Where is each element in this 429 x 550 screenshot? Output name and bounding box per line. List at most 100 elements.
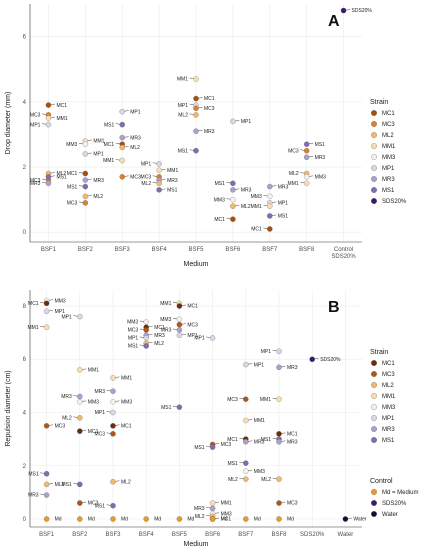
data-label: MC1 <box>28 301 39 307</box>
data-point-water <box>342 516 349 522</box>
legend-b-strain-item: MP1 <box>382 416 395 422</box>
data-label: ML2 <box>261 477 271 483</box>
data-label: ML2 <box>241 204 251 210</box>
legend-b-control-swatch <box>371 511 377 517</box>
data-point-mm3 <box>267 193 273 200</box>
data-label: MR3 <box>61 394 72 400</box>
legend-a-item: MC3 <box>382 122 395 128</box>
data-label: MC3 <box>88 501 99 507</box>
data-label: MP1 <box>93 152 104 158</box>
data-label: Md <box>55 517 62 523</box>
data-label: MC1 <box>56 103 67 109</box>
data-point-mm1 <box>110 375 116 381</box>
data-label: MC1 <box>187 304 198 310</box>
data-label: MP1 <box>278 201 289 207</box>
data-label: MM1 <box>27 325 38 331</box>
y-tick-label: 6 <box>23 35 27 41</box>
data-point-mr3 <box>82 177 89 183</box>
data-label: MS1 <box>128 344 139 350</box>
data-point-ml2 <box>193 112 199 118</box>
data-label: ML2 <box>178 113 188 119</box>
legend-b-strain-item: MS1 <box>382 438 395 444</box>
data-label: MS1 <box>95 503 106 509</box>
data-label: MM3 <box>88 400 99 406</box>
panel-b: 0 2 4 6 8 BSF1 BSF2 BSF3 BSF4 BSF5 BSF6 BSF7 BSF8 SDS… <box>5 290 419 548</box>
legend-b-strain-item: MC1 <box>382 361 395 367</box>
data-label: MM1 <box>288 181 299 187</box>
data-label: MC3 <box>67 201 78 207</box>
data-point-mr3 <box>209 505 216 512</box>
x-tick-label: BSF4 <box>139 532 155 538</box>
legend-a-item: MM1 <box>382 144 396 150</box>
data-point-md <box>209 516 216 522</box>
data-label: MC3 <box>287 501 298 507</box>
data-label: MP1 <box>95 410 106 416</box>
legend-a-item: MP1 <box>382 166 395 172</box>
data-label: MR3 <box>130 135 141 141</box>
data-label: MR3 <box>287 365 298 371</box>
data-point-mr3 <box>110 388 116 394</box>
data-point-mc3 <box>119 174 125 180</box>
x-tick-label: Control <box>334 247 353 253</box>
legend-b-strain-swatch <box>371 437 377 443</box>
data-label: MC3 <box>227 397 238 403</box>
data-label: MC3 <box>128 328 139 334</box>
data-point-mm1 <box>156 167 162 173</box>
data-point-mp1 <box>77 313 83 320</box>
data-label: MP1 <box>130 109 141 115</box>
legend-b-strain-swatch <box>371 393 377 399</box>
data-label: MM1 <box>221 501 232 507</box>
x-tick-label: BSF1 <box>41 247 57 253</box>
data-label: MM1 <box>121 376 132 382</box>
data-point-mc3 <box>110 431 116 437</box>
data-point-mp1 <box>119 108 125 115</box>
data-point-ml2 <box>243 476 249 482</box>
data-point-mm3 <box>82 141 89 147</box>
data-label: ML2 <box>195 514 205 520</box>
data-point-mp1 <box>45 121 52 128</box>
data-label: MR3 <box>93 178 104 184</box>
data-label: MR3 <box>287 439 298 445</box>
data-label: MS1 <box>315 142 326 148</box>
data-label: Water <box>353 517 366 523</box>
data-point-mp1 <box>243 361 249 368</box>
data-label: MR3 <box>241 188 252 194</box>
data-label: MM1 <box>177 77 188 83</box>
data-label: Md <box>221 517 228 523</box>
data-label: MC1 <box>104 142 115 148</box>
data-label: MM3 <box>251 194 262 200</box>
data-point-mc3 <box>276 500 282 506</box>
legend-a-swatch <box>371 176 377 182</box>
data-point-ms1 <box>45 174 52 180</box>
data-point-md <box>276 516 282 522</box>
data-point-ms1 <box>303 141 310 147</box>
data-point-mc1 <box>276 431 282 437</box>
plot-area <box>30 290 362 527</box>
data-point-sds20pct <box>340 7 347 14</box>
data-point-mc1 <box>82 170 89 177</box>
data-label: MR3 <box>30 181 41 187</box>
data-label: MS1 <box>178 148 189 154</box>
legend-a-item: ML2 <box>382 133 394 139</box>
data-label: MC3 <box>221 442 232 448</box>
data-point-mm3 <box>243 468 249 474</box>
x-axis-title: Medium <box>184 261 209 268</box>
data-point-ms1 <box>143 343 149 349</box>
data-point-ml2 <box>110 479 116 485</box>
legend-a-swatch <box>371 165 377 171</box>
legend-b-strain-item: MM3 <box>382 405 396 411</box>
data-point-ms1 <box>119 121 125 128</box>
data-point-ml2 <box>276 476 282 482</box>
legend-a-item: MR3 <box>382 177 395 183</box>
data-point-mp1 <box>43 308 50 315</box>
legend-a-item: MS1 <box>382 188 395 194</box>
data-label: MM1 <box>103 158 114 164</box>
data-label: MR3 <box>254 439 265 445</box>
data-point-mm1 <box>43 324 50 331</box>
x-tick-label: BSF3 <box>115 247 131 253</box>
data-label: MR3 <box>94 389 105 395</box>
data-label: MS1 <box>167 188 178 194</box>
data-point-mr3 <box>230 187 236 193</box>
panel-letter: B <box>328 299 340 316</box>
legend-b-strain-item: MR3 <box>382 427 395 433</box>
